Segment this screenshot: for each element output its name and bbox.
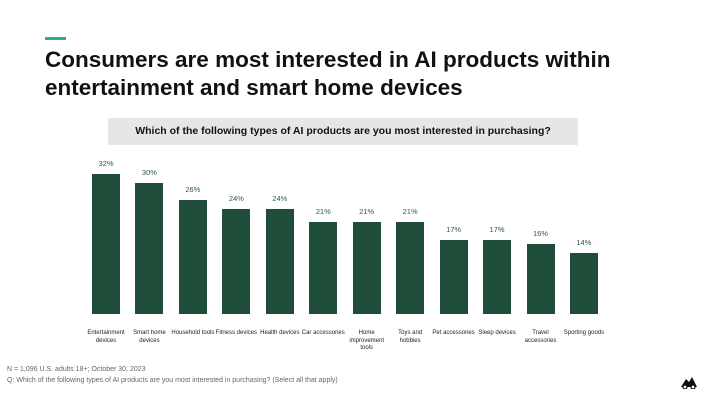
value-label: 14% [576, 237, 592, 247]
value-label: 21% [359, 207, 375, 217]
x-tick-label: Travel accessories [524, 330, 557, 344]
x-tick-label: Home improvement tools [349, 330, 385, 351]
value-label: 17% [489, 224, 505, 234]
bar [439, 239, 468, 314]
bar [352, 222, 381, 314]
footnote: Q: Which of the following types of AI pr… [7, 377, 338, 384]
accent-line [45, 37, 66, 40]
value-label: 24% [228, 194, 244, 203]
x-tick-label: Health devices [260, 330, 300, 336]
x-tick-label: Car accessories [301, 330, 345, 336]
x-tick-label: Pet accessories [432, 330, 475, 336]
bar [526, 244, 555, 314]
bar [222, 209, 251, 314]
value-label: 24% [272, 194, 288, 203]
x-tick-label: Fitness devices [215, 330, 258, 336]
bar [92, 174, 120, 314]
x-tick-label: Smart home devices [133, 330, 166, 344]
value-label: 21% [315, 207, 331, 217]
x-tick-label: Entertainment devices [87, 330, 125, 344]
bar [135, 182, 164, 314]
bar [178, 200, 207, 314]
bar [483, 239, 512, 314]
bar [396, 222, 425, 314]
value-label: 21% [402, 207, 418, 217]
bar [265, 209, 294, 314]
x-tick-label: Toys and hobbies [398, 330, 423, 344]
value-label: 30% [141, 167, 157, 177]
chart-title: Consumers are most interested in AI prod… [45, 47, 611, 100]
value-label: 32% [98, 159, 114, 168]
logo [681, 377, 697, 389]
x-tick-label: Sleep devices [478, 330, 516, 336]
value-label: 26% [185, 185, 201, 195]
footnote: N = 1,096 U.S. adults 18+; October 30, 2… [7, 366, 146, 373]
bar [309, 222, 338, 314]
bar [569, 252, 598, 314]
x-tick-label: Household tools [171, 330, 215, 336]
value-label: 17% [446, 224, 462, 234]
x-tick-label: Sporting goods [563, 330, 605, 336]
chart-subtitle: Which of the following types of AI produ… [108, 118, 578, 145]
value-label: 16% [532, 229, 548, 238]
